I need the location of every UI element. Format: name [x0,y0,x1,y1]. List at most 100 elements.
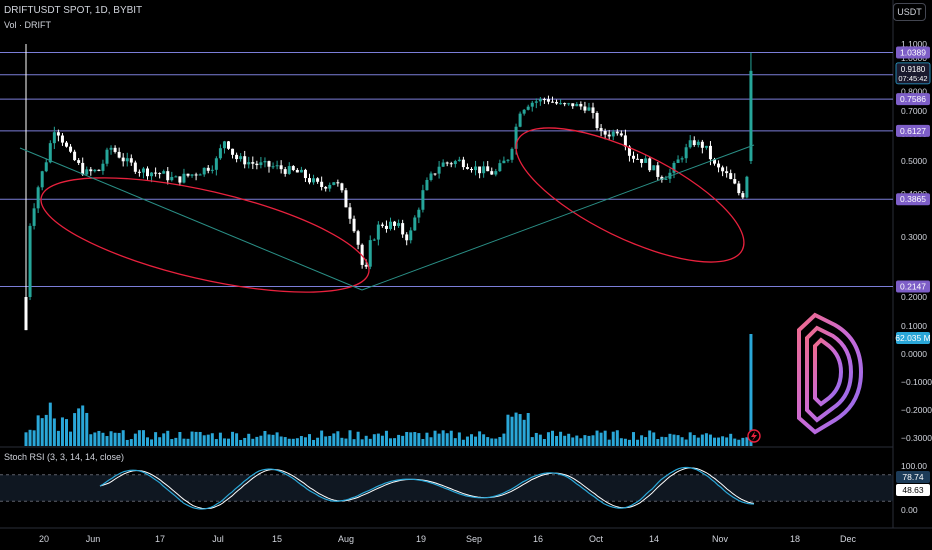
volume-bar [279,436,283,446]
trend-line-up [361,144,755,291]
volume-bar [567,433,571,446]
candle-body [255,163,259,166]
candle-body [125,158,129,162]
lightning-bolt-icon [751,431,757,441]
time-tick-label: Aug [338,534,354,544]
candle-body [89,169,93,172]
candle-body [303,169,307,179]
volume-bar [295,438,299,446]
volume-bar [97,430,101,446]
volume-bar [502,433,506,446]
volume-bar [352,439,356,446]
candle-body [154,172,158,174]
volume-bar [627,439,631,446]
time-tick-label: Nov [712,534,729,544]
candle-body [619,133,623,136]
candle-body [713,159,716,164]
volume-bar [607,439,611,446]
candle-body [644,158,648,163]
volume-bar [668,433,672,446]
stoch-k-line [99,466,755,510]
volume-last-badge: 62.035 M [895,333,930,343]
volume-bar [733,438,737,446]
volume-bar [725,437,729,446]
volume-bar [445,433,449,446]
volume-bar [320,430,324,446]
volume-bar [696,437,700,446]
volume-bar [271,434,275,446]
stoch-band-fill [0,474,893,502]
candle-body [692,140,696,146]
volume-bar [283,437,287,446]
time-tick-label: 18 [790,534,800,544]
candle-body [660,176,664,180]
candle-body [141,168,145,173]
volume-bar [69,431,73,446]
volume-bar [526,413,530,446]
time-tick-label: Oct [589,534,604,544]
volume-bar [433,430,437,446]
volume-bar [308,434,311,446]
candle-body [146,168,149,177]
currency-button[interactable]: USDT [893,3,926,21]
volume-bar [36,415,40,446]
volume-bar [656,439,660,446]
volume-bar [198,431,202,446]
volume-bar [644,437,648,446]
candles-group [24,44,753,331]
candle-body [32,208,36,226]
volume-bar [389,438,392,446]
time-tick-label: 20 [39,534,49,544]
candle-body [397,223,401,226]
candle-body [506,159,510,161]
volume-bar [429,437,433,446]
volume-bar [721,436,725,446]
candle-body [700,141,704,148]
volume-bar [105,436,109,446]
volume-bar [40,418,44,446]
candle-body [52,132,56,144]
volume-bar [409,432,413,446]
candle-body [312,178,316,183]
candle-body [251,162,255,164]
candle-body [352,218,356,232]
candle-body [40,171,44,188]
candle-body [401,223,405,235]
candle-body [320,181,324,187]
candle-body [465,167,469,169]
volume-tick-label: −0.3000 [901,433,932,443]
symbol-title: DRIFTUSDT SPOT, 1D, BYBIT [4,5,143,16]
volume-bar [393,438,397,446]
volume-bar [591,435,595,446]
candle-body [680,158,684,160]
candle-body [652,165,656,171]
volume-bar [101,432,105,446]
price-tick-label: 0.8000 [901,86,927,96]
volume-tick-label: −0.1000 [901,377,932,387]
volume-bar [461,439,465,446]
volume-bar [648,430,652,446]
candle-body [453,161,457,165]
candle-body [113,147,117,152]
candle-body [437,166,441,174]
candle-body [603,130,607,135]
price-tick-label: 0.5000 [901,156,927,166]
candle-body [413,217,417,231]
volume-bar [559,431,563,446]
candle-body [405,234,409,241]
candle-body [287,166,291,174]
candle-body [85,169,89,175]
candle-body [546,99,550,102]
volume-indicator-label: Vol · DRIFT [4,20,52,30]
stoch-k-badge: 78.74 [902,472,924,482]
candle-body [725,171,729,174]
price-line-badge: 0.7586 [900,94,926,104]
candle-body [632,155,635,159]
volume-bar [340,437,344,446]
current-price-badge-bg [895,62,931,85]
candle-body [291,166,295,170]
volume-bar [490,438,494,446]
volume-bar [486,437,490,446]
volume-bar [316,437,320,446]
